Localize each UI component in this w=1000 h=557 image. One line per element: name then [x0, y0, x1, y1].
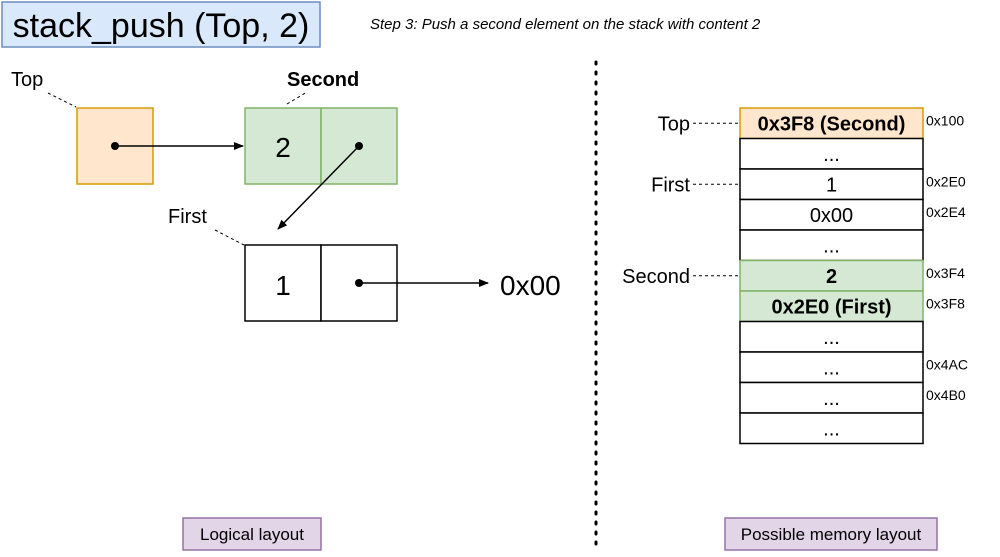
second-label: Second: [287, 69, 359, 91]
memory-pointer-label: First: [651, 174, 690, 196]
first-node-value: 1: [275, 270, 291, 301]
second-node-value-cell: [244, 107, 322, 185]
memory-cell: [739, 259, 924, 292]
memory-cell-value: ...: [823, 357, 840, 379]
memory-cell: [739, 351, 924, 384]
logical-layout: Top Second 2 First 1 0x00: [11, 69, 561, 322]
step-caption: Step 3: Push a second element on the sta…: [370, 16, 761, 33]
memory-pointer-label: Top: [658, 113, 690, 135]
memory-cell: [739, 412, 924, 445]
memory-cell-value: 0x00: [810, 205, 853, 227]
memory-cell-value: ...: [823, 418, 840, 440]
memory-address: 0x3F8: [926, 295, 965, 311]
top-label: Top: [11, 69, 43, 91]
memory-address: 0x4B0: [926, 387, 966, 403]
memory-address: 0x2E0: [926, 173, 966, 189]
memory-layout: 0x3F8 (Second) 0x100 Top... 1 0x2E0 First 0x00…: [622, 107, 968, 445]
memory-address: 0x2E4: [926, 204, 966, 220]
second-to-first-arrow: [277, 145, 360, 230]
memory-cell-value: 2: [826, 266, 837, 288]
memory-layout-caption-text: Possible memory layout: [741, 525, 922, 544]
title-text: stack_push (Top, 2): [13, 7, 310, 45]
memory-address: 0x100: [926, 112, 964, 128]
memory-cell-value: 1: [826, 174, 837, 196]
title-box: stack_push (Top, 2): [1, 1, 321, 48]
memory-cell: [739, 168, 924, 201]
logical-layout-caption-text: Logical layout: [200, 525, 304, 544]
memory-cell: [739, 137, 924, 170]
memory-cell-value: 0x2E0 (First): [771, 296, 891, 318]
memory-cell-value: ...: [823, 327, 840, 349]
memory-cell-value: ...: [823, 235, 840, 257]
memory-cell: [739, 229, 924, 262]
second-leader: [286, 91, 308, 105]
null-label: 0x00: [500, 270, 561, 301]
memory-cell: [739, 320, 924, 353]
memory-cell: [739, 198, 924, 231]
memory-cell-value: 0x3F8 (Second): [758, 113, 906, 135]
memory-address: 0x3F4: [926, 265, 965, 281]
second-node-value: 2: [275, 132, 291, 163]
memory-pointer-label: Second: [622, 266, 690, 288]
memory-cell-value: ...: [823, 388, 840, 410]
memory-layout-caption: Possible memory layout: [724, 517, 938, 551]
first-leader: [214, 229, 245, 246]
memory-cell: [739, 290, 924, 323]
top-leader: [47, 92, 77, 108]
memory-cell-value: ...: [823, 144, 840, 166]
memory-cell: [739, 107, 924, 140]
first-label: First: [168, 206, 207, 228]
logical-layout-caption: Logical layout: [182, 517, 322, 551]
memory-address: 0x4AC: [926, 356, 968, 372]
